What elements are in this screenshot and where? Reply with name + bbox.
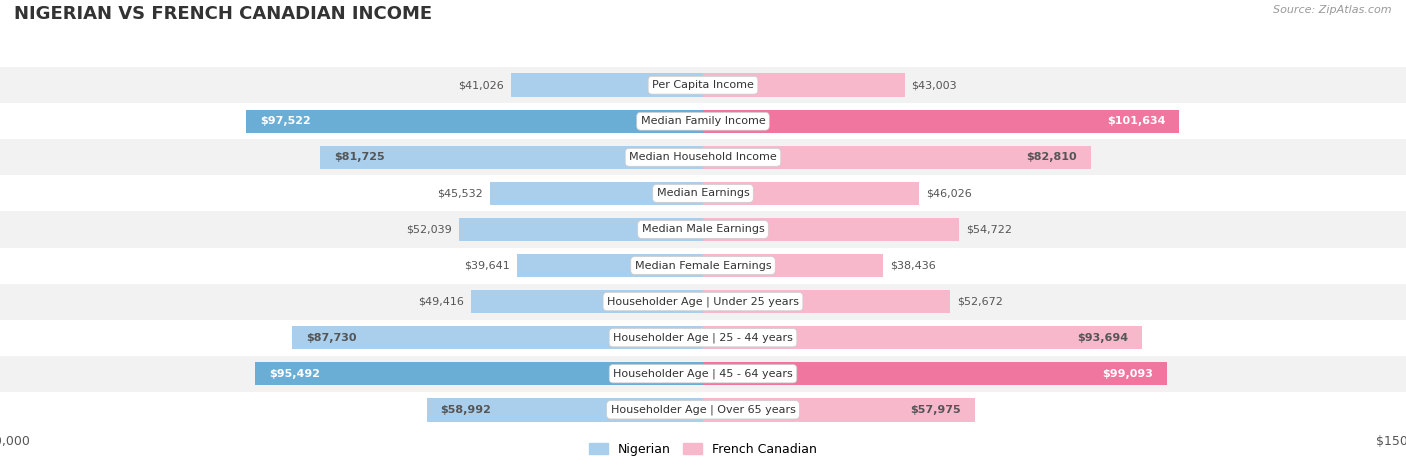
- Bar: [703, 326, 1142, 349]
- Text: $54,722: $54,722: [966, 225, 1012, 234]
- Bar: [703, 362, 1167, 385]
- Text: $39,641: $39,641: [464, 261, 510, 270]
- Bar: [246, 110, 703, 133]
- Text: $87,730: $87,730: [307, 333, 356, 343]
- Text: $93,694: $93,694: [1077, 333, 1128, 343]
- Bar: [292, 326, 703, 349]
- Text: NIGERIAN VS FRENCH CANADIAN INCOME: NIGERIAN VS FRENCH CANADIAN INCOME: [14, 5, 432, 23]
- Bar: [703, 398, 974, 422]
- Text: $38,436: $38,436: [890, 261, 936, 270]
- Bar: [0, 248, 1406, 283]
- Text: $101,634: $101,634: [1107, 116, 1166, 126]
- Text: $41,026: $41,026: [458, 80, 503, 90]
- Text: Per Capita Income: Per Capita Income: [652, 80, 754, 90]
- Text: $82,810: $82,810: [1026, 152, 1077, 163]
- Bar: [703, 73, 904, 97]
- Text: Median Male Earnings: Median Male Earnings: [641, 225, 765, 234]
- Text: $43,003: $43,003: [911, 80, 957, 90]
- Bar: [0, 283, 1406, 319]
- Bar: [0, 67, 1406, 103]
- Bar: [0, 356, 1406, 392]
- Text: Source: ZipAtlas.com: Source: ZipAtlas.com: [1274, 5, 1392, 14]
- Bar: [0, 176, 1406, 212]
- Text: Median Earnings: Median Earnings: [657, 188, 749, 198]
- Bar: [703, 290, 950, 313]
- Text: Householder Age | Over 65 years: Householder Age | Over 65 years: [610, 404, 796, 415]
- Legend: Nigerian, French Canadian: Nigerian, French Canadian: [583, 438, 823, 461]
- Text: $58,992: $58,992: [440, 405, 492, 415]
- Text: Householder Age | Under 25 years: Householder Age | Under 25 years: [607, 297, 799, 307]
- Bar: [703, 218, 959, 241]
- Text: $52,039: $52,039: [406, 225, 453, 234]
- Text: $46,026: $46,026: [925, 188, 972, 198]
- Text: $99,093: $99,093: [1102, 369, 1153, 379]
- Text: Householder Age | 45 - 64 years: Householder Age | 45 - 64 years: [613, 368, 793, 379]
- Bar: [321, 146, 703, 169]
- Text: $45,532: $45,532: [437, 188, 482, 198]
- Text: Median Family Income: Median Family Income: [641, 116, 765, 126]
- Bar: [510, 73, 703, 97]
- Text: $97,522: $97,522: [260, 116, 311, 126]
- Bar: [517, 254, 703, 277]
- Text: Median Female Earnings: Median Female Earnings: [634, 261, 772, 270]
- Text: $57,975: $57,975: [910, 405, 960, 415]
- Bar: [426, 398, 703, 422]
- Bar: [0, 139, 1406, 176]
- Text: $49,416: $49,416: [419, 297, 464, 307]
- Bar: [703, 146, 1091, 169]
- Text: Median Household Income: Median Household Income: [628, 152, 778, 163]
- Bar: [0, 103, 1406, 139]
- Bar: [460, 218, 703, 241]
- Text: $95,492: $95,492: [270, 369, 321, 379]
- Bar: [256, 362, 703, 385]
- Bar: [703, 182, 918, 205]
- Text: $52,672: $52,672: [957, 297, 1002, 307]
- Text: $81,725: $81,725: [335, 152, 385, 163]
- Bar: [0, 212, 1406, 248]
- Bar: [703, 254, 883, 277]
- Bar: [703, 110, 1180, 133]
- Bar: [0, 392, 1406, 428]
- Text: Householder Age | 25 - 44 years: Householder Age | 25 - 44 years: [613, 333, 793, 343]
- Bar: [489, 182, 703, 205]
- Bar: [0, 319, 1406, 356]
- Bar: [471, 290, 703, 313]
